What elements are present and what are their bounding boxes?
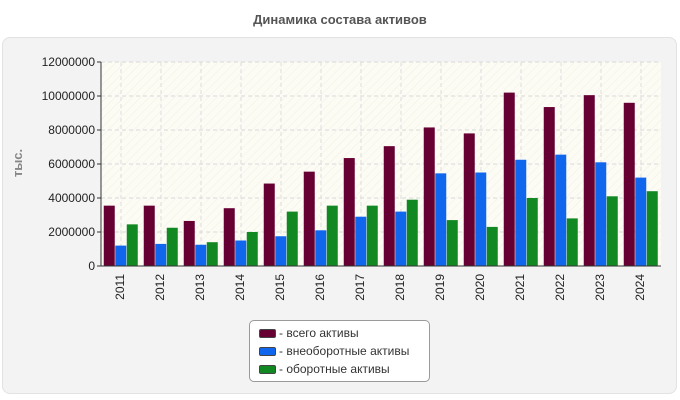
bar-total-assets xyxy=(223,208,235,266)
x-tick-label: 2016 xyxy=(313,274,327,301)
x-tick-label: 2015 xyxy=(273,274,287,301)
x-tick-label: 2018 xyxy=(393,274,407,301)
legend-label-noncurrent-assets: - внеоборотные активы xyxy=(279,344,410,358)
bar-total-assets xyxy=(623,102,635,266)
bar-total-assets xyxy=(423,127,435,266)
bar-total-assets xyxy=(103,205,115,266)
x-tick-label: 2012 xyxy=(153,274,167,301)
bar-total-assets xyxy=(343,158,355,266)
legend-label-current-assets: - оборотные активы xyxy=(279,362,390,376)
bar-current-assets xyxy=(126,224,138,266)
y-tick-label: 8000000 xyxy=(48,123,95,137)
legend-swatch-total-assets xyxy=(259,328,276,338)
y-tick-label: 10000000 xyxy=(42,89,96,103)
y-axis-title: тыс. xyxy=(10,149,25,177)
bar-noncurrent-assets xyxy=(435,173,447,266)
bar-current-assets xyxy=(206,242,218,266)
legend-item-total-assets: - всего активы xyxy=(259,324,429,342)
tick-labels: 0 2000000 4000000 6000000 8000000 10000000 120… xyxy=(42,55,647,301)
bar-total-assets xyxy=(383,146,395,266)
x-tick-label: 2020 xyxy=(473,274,487,301)
bar-current-assets xyxy=(286,211,298,266)
bar-current-assets xyxy=(366,205,378,266)
bar-current-assets xyxy=(646,191,658,266)
bar-total-assets xyxy=(543,107,555,266)
bar-total-assets xyxy=(463,133,475,266)
bar-noncurrent-assets xyxy=(475,172,487,266)
bar-total-assets xyxy=(583,95,595,267)
x-tick-label: 2021 xyxy=(513,274,527,301)
y-tick-label: 0 xyxy=(88,259,95,273)
bar-noncurrent-assets xyxy=(235,240,247,266)
bar-total-assets xyxy=(143,205,155,266)
y-tick-label: 4000000 xyxy=(48,191,95,205)
y-tick-label: 12000000 xyxy=(42,55,96,69)
bar-noncurrent-assets xyxy=(115,245,127,266)
y-tick-label: 6000000 xyxy=(48,157,95,171)
bars xyxy=(103,92,658,267)
legend-label-total-assets: - всего активы xyxy=(279,326,359,340)
bar-noncurrent-assets xyxy=(315,230,327,266)
bar-current-assets xyxy=(566,218,578,266)
bar-noncurrent-assets xyxy=(395,211,407,266)
x-tick-label: 2011 xyxy=(113,274,127,300)
bar-current-assets xyxy=(326,205,338,266)
bar-noncurrent-assets xyxy=(195,244,207,266)
bar-noncurrent-assets xyxy=(595,162,607,266)
x-tick-label: 2014 xyxy=(233,274,247,301)
bar-noncurrent-assets xyxy=(515,159,527,266)
bar-current-assets xyxy=(606,196,618,266)
bar-current-assets xyxy=(486,226,498,266)
x-tick-label: 2017 xyxy=(353,274,367,301)
x-tick-label: 2013 xyxy=(193,274,207,301)
bar-current-assets xyxy=(446,220,458,266)
bar-noncurrent-assets xyxy=(555,154,567,266)
legend-item-current-assets: - оборотные активы xyxy=(259,360,429,378)
bar-total-assets xyxy=(503,92,515,266)
y-tick-label: 2000000 xyxy=(48,225,95,239)
x-tick-label: 2022 xyxy=(553,274,567,301)
bar-current-assets xyxy=(406,199,418,266)
legend-item-noncurrent-assets: - внеоборотные активы xyxy=(259,342,429,360)
bar-current-assets xyxy=(246,232,258,266)
bar-total-assets xyxy=(183,220,195,266)
bar-noncurrent-assets xyxy=(355,216,367,266)
axes xyxy=(97,61,661,267)
bar-noncurrent-assets xyxy=(635,177,647,266)
x-tick-label: 2023 xyxy=(593,274,607,301)
bar-noncurrent-assets xyxy=(155,243,167,266)
bar-current-assets xyxy=(526,198,538,266)
legend-swatch-noncurrent-assets xyxy=(259,346,276,356)
bar-total-assets xyxy=(263,183,275,266)
chart-title: Динамика состава активов xyxy=(253,12,427,27)
bar-noncurrent-assets xyxy=(275,236,287,266)
legend: - всего активы - внеоборотные активы - о… xyxy=(249,320,430,382)
legend-swatch-current-assets xyxy=(259,364,276,374)
bar-current-assets xyxy=(166,227,178,266)
x-tick-label: 2024 xyxy=(633,274,647,301)
x-tick-label: 2019 xyxy=(433,274,447,301)
bar-total-assets xyxy=(303,171,315,266)
